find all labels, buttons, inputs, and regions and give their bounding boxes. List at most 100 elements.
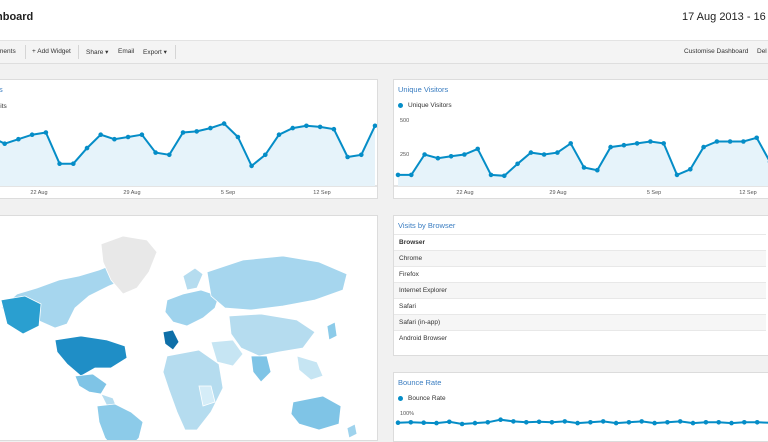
table-row[interactable]: Chrome [394, 250, 766, 266]
visits-point[interactable] [98, 132, 103, 137]
visits-point[interactable] [277, 132, 282, 137]
bounce-rate-point[interactable] [742, 420, 747, 425]
visits-point[interactable] [208, 126, 213, 131]
visits-point[interactable] [304, 124, 309, 129]
table-header[interactable]: Browser [394, 234, 766, 250]
bounce-rate-point[interactable] [550, 420, 555, 425]
unique-visitors-point[interactable] [715, 139, 720, 144]
unique-visitors-point[interactable] [529, 150, 534, 155]
bounce-rate-point[interactable] [447, 420, 452, 425]
bounce-rate-point[interactable] [486, 420, 491, 425]
visits-point[interactable] [290, 126, 295, 131]
uk-region[interactable] [163, 330, 179, 350]
customise-dashboard-button[interactable]: Customise Dashboard [684, 48, 748, 55]
unique-visitors-point[interactable] [661, 141, 666, 146]
unique-visitors-point[interactable] [608, 145, 613, 150]
visits-point[interactable] [332, 127, 337, 132]
table-row[interactable]: Firefox [394, 266, 766, 282]
visits-point[interactable] [71, 161, 76, 166]
unique-visitors-point[interactable] [409, 173, 414, 178]
share-button[interactable]: Share ▾ [86, 48, 108, 56]
unique-visitors-point[interactable] [728, 139, 733, 144]
visits-point[interactable] [44, 130, 49, 135]
unique-visitors-point[interactable] [542, 152, 547, 157]
bounce-rate-point[interactable] [627, 420, 632, 425]
visits-point[interactable] [249, 164, 254, 169]
visits-point[interactable] [181, 130, 186, 135]
unique-visitors-point[interactable] [502, 174, 507, 179]
unique-visitors-point[interactable] [754, 136, 759, 141]
add-widget-button[interactable]: + Add Widget [32, 48, 71, 55]
visits-point[interactable] [140, 132, 145, 137]
visits-point[interactable] [318, 125, 323, 130]
bounce-rate-point[interactable] [704, 420, 709, 425]
unique-visitors-point[interactable] [489, 173, 494, 178]
bounce-rate-point[interactable] [639, 419, 644, 424]
visits-point[interactable] [222, 121, 227, 126]
unique-visitors-point[interactable] [688, 167, 693, 172]
browser-widget-title[interactable]: Visits by Browser [398, 221, 455, 230]
unique-visitors-point[interactable] [648, 139, 653, 144]
bounce-rate-point[interactable] [524, 420, 529, 425]
visits-point[interactable] [194, 129, 199, 134]
bounce-rate-point[interactable] [511, 419, 516, 424]
visits-point[interactable] [57, 161, 62, 166]
bounce-rate-point[interactable] [665, 420, 670, 425]
bounce-rate-point[interactable] [755, 420, 760, 425]
bounce-rate-point[interactable] [498, 417, 503, 422]
bounce-rate-point[interactable] [460, 422, 465, 427]
bounce-rate-point[interactable] [409, 420, 414, 425]
visits-point[interactable] [30, 132, 35, 137]
unique-visitors-point[interactable] [675, 173, 680, 178]
bounce-rate-point[interactable] [601, 419, 606, 424]
visits-point[interactable] [112, 137, 117, 142]
unique-visitors-point[interactable] [462, 152, 467, 157]
bounce-rate-point[interactable] [729, 421, 734, 426]
bounce-rate-point[interactable] [396, 420, 401, 425]
unique-visitors-point[interactable] [635, 141, 640, 146]
world-map[interactable] [0, 216, 378, 441]
visits-point[interactable] [236, 135, 241, 140]
unique-visitors-point[interactable] [475, 147, 480, 152]
usa-region[interactable] [55, 336, 127, 376]
visits-point[interactable] [2, 141, 7, 146]
africa-region[interactable] [163, 350, 223, 430]
table-row[interactable]: Internet Explorer [394, 282, 766, 298]
unique-visitors-point[interactable] [515, 162, 520, 167]
unique-visitors-point[interactable] [568, 141, 573, 146]
asia-region[interactable] [229, 314, 315, 356]
southeast-asia-region[interactable] [297, 356, 323, 380]
visits-point[interactable] [359, 153, 364, 158]
japan-region[interactable] [327, 322, 337, 340]
unique-visitors-point[interactable] [622, 143, 627, 148]
unique-visitors-point[interactable] [436, 156, 441, 161]
unique-visitors-point[interactable] [396, 173, 401, 178]
bounce-rate-point[interactable] [563, 419, 568, 424]
visits-point[interactable] [85, 146, 90, 151]
unique-visitors-point[interactable] [582, 165, 587, 170]
visits-point[interactable] [126, 135, 131, 140]
unique-visitors-point[interactable] [595, 168, 600, 173]
export-button[interactable]: Export ▾ [143, 48, 167, 56]
visits-point[interactable] [263, 153, 268, 158]
unique-visitors-point[interactable] [741, 139, 746, 144]
unique-visitors-point[interactable] [422, 152, 427, 157]
bounce-rate-point[interactable] [691, 421, 696, 426]
unique-visitors-point[interactable] [449, 154, 454, 159]
table-row[interactable]: Safari (in-app) [394, 314, 766, 330]
visits-point[interactable] [167, 153, 172, 158]
table-row[interactable]: Android Browser [394, 330, 766, 346]
bounce-rate-point[interactable] [614, 421, 619, 426]
bounce-rate-point[interactable] [434, 421, 439, 426]
mexico-region[interactable] [75, 374, 107, 394]
bounce-rate-point[interactable] [575, 421, 580, 426]
australia-region[interactable] [291, 396, 341, 430]
date-range-picker[interactable]: 17 Aug 2013 - 16 S [682, 11, 768, 23]
bounce-rate-point[interactable] [652, 421, 657, 426]
bounce-rate-point[interactable] [588, 420, 593, 425]
russia-region[interactable] [207, 256, 347, 310]
comments-button[interactable]: ments [0, 48, 16, 55]
bounce-rate-point[interactable] [421, 420, 426, 425]
unique-visitors-point[interactable] [555, 150, 560, 155]
visits-point[interactable] [153, 150, 158, 155]
